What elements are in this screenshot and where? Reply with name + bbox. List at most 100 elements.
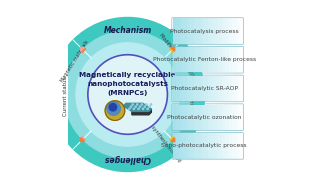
FancyBboxPatch shape bbox=[239, 133, 243, 159]
FancyBboxPatch shape bbox=[180, 133, 183, 159]
FancyBboxPatch shape bbox=[176, 76, 180, 101]
FancyBboxPatch shape bbox=[187, 76, 190, 101]
Circle shape bbox=[137, 104, 138, 105]
Text: Modification methods: Modification methods bbox=[158, 33, 196, 79]
FancyBboxPatch shape bbox=[211, 105, 215, 130]
FancyBboxPatch shape bbox=[236, 76, 240, 101]
FancyBboxPatch shape bbox=[176, 133, 180, 159]
FancyBboxPatch shape bbox=[215, 76, 218, 101]
FancyBboxPatch shape bbox=[204, 18, 208, 44]
Polygon shape bbox=[123, 103, 151, 112]
Polygon shape bbox=[171, 138, 175, 142]
FancyBboxPatch shape bbox=[229, 105, 233, 130]
Polygon shape bbox=[80, 47, 84, 51]
FancyBboxPatch shape bbox=[211, 133, 215, 159]
Circle shape bbox=[150, 104, 152, 105]
FancyBboxPatch shape bbox=[218, 18, 222, 44]
FancyBboxPatch shape bbox=[229, 18, 233, 44]
FancyBboxPatch shape bbox=[225, 76, 229, 101]
FancyBboxPatch shape bbox=[183, 47, 187, 72]
FancyBboxPatch shape bbox=[215, 47, 218, 72]
Text: Magnetic materials: Magnetic materials bbox=[59, 40, 89, 83]
FancyBboxPatch shape bbox=[229, 76, 233, 101]
FancyBboxPatch shape bbox=[215, 133, 218, 159]
Circle shape bbox=[76, 43, 179, 146]
Text: Photocatalytic Fenton-like process: Photocatalytic Fenton-like process bbox=[152, 57, 256, 62]
Circle shape bbox=[147, 108, 148, 110]
FancyBboxPatch shape bbox=[176, 105, 180, 130]
Text: Challenges: Challenges bbox=[104, 154, 151, 163]
FancyBboxPatch shape bbox=[190, 133, 194, 159]
FancyBboxPatch shape bbox=[172, 18, 176, 44]
Circle shape bbox=[132, 104, 133, 105]
FancyBboxPatch shape bbox=[187, 105, 190, 130]
FancyBboxPatch shape bbox=[236, 18, 240, 44]
FancyBboxPatch shape bbox=[208, 47, 212, 72]
FancyBboxPatch shape bbox=[172, 76, 176, 101]
FancyBboxPatch shape bbox=[180, 47, 183, 72]
FancyBboxPatch shape bbox=[197, 133, 201, 159]
FancyBboxPatch shape bbox=[176, 47, 180, 72]
Polygon shape bbox=[82, 49, 86, 53]
FancyBboxPatch shape bbox=[225, 18, 229, 44]
FancyBboxPatch shape bbox=[204, 105, 208, 130]
Circle shape bbox=[64, 31, 191, 158]
Circle shape bbox=[130, 106, 132, 107]
Circle shape bbox=[141, 104, 142, 105]
FancyBboxPatch shape bbox=[204, 47, 208, 72]
Text: synthesis method: synthesis method bbox=[151, 125, 182, 163]
Circle shape bbox=[138, 108, 139, 110]
Text: Mechanism: Mechanism bbox=[103, 26, 152, 35]
Circle shape bbox=[105, 101, 125, 120]
FancyBboxPatch shape bbox=[172, 133, 176, 159]
FancyBboxPatch shape bbox=[225, 105, 229, 130]
Circle shape bbox=[51, 17, 205, 172]
FancyBboxPatch shape bbox=[218, 133, 222, 159]
Text: Photocatalytic SR-AOP: Photocatalytic SR-AOP bbox=[171, 86, 238, 91]
Text: Application: Application bbox=[188, 81, 193, 112]
FancyBboxPatch shape bbox=[236, 105, 240, 130]
Circle shape bbox=[140, 106, 141, 107]
FancyBboxPatch shape bbox=[201, 76, 204, 101]
FancyBboxPatch shape bbox=[193, 18, 197, 44]
Polygon shape bbox=[170, 136, 173, 140]
FancyBboxPatch shape bbox=[222, 47, 225, 72]
FancyBboxPatch shape bbox=[211, 18, 215, 44]
FancyBboxPatch shape bbox=[218, 105, 222, 130]
FancyBboxPatch shape bbox=[222, 105, 225, 130]
FancyBboxPatch shape bbox=[232, 18, 236, 44]
FancyBboxPatch shape bbox=[187, 133, 190, 159]
Circle shape bbox=[88, 55, 167, 134]
FancyBboxPatch shape bbox=[211, 47, 215, 72]
FancyBboxPatch shape bbox=[232, 133, 236, 159]
FancyBboxPatch shape bbox=[222, 76, 225, 101]
Circle shape bbox=[109, 103, 117, 111]
FancyBboxPatch shape bbox=[172, 105, 176, 130]
FancyBboxPatch shape bbox=[232, 105, 236, 130]
Circle shape bbox=[107, 102, 120, 115]
FancyBboxPatch shape bbox=[183, 18, 187, 44]
FancyBboxPatch shape bbox=[183, 76, 187, 101]
FancyBboxPatch shape bbox=[201, 18, 204, 44]
Text: Current status: Current status bbox=[63, 77, 68, 116]
FancyBboxPatch shape bbox=[193, 76, 197, 101]
FancyBboxPatch shape bbox=[180, 76, 183, 101]
Circle shape bbox=[144, 106, 145, 107]
FancyBboxPatch shape bbox=[193, 133, 197, 159]
FancyBboxPatch shape bbox=[208, 133, 212, 159]
FancyBboxPatch shape bbox=[193, 105, 197, 130]
FancyBboxPatch shape bbox=[190, 18, 194, 44]
Polygon shape bbox=[80, 138, 84, 142]
FancyBboxPatch shape bbox=[201, 105, 204, 130]
FancyBboxPatch shape bbox=[204, 76, 208, 101]
FancyBboxPatch shape bbox=[239, 105, 243, 130]
FancyBboxPatch shape bbox=[201, 47, 204, 72]
FancyBboxPatch shape bbox=[222, 133, 225, 159]
FancyBboxPatch shape bbox=[187, 18, 190, 44]
Text: Photocatalytic ozonation: Photocatalytic ozonation bbox=[167, 115, 241, 120]
FancyBboxPatch shape bbox=[204, 133, 208, 159]
FancyBboxPatch shape bbox=[197, 47, 201, 72]
FancyBboxPatch shape bbox=[215, 18, 218, 44]
FancyBboxPatch shape bbox=[197, 18, 201, 44]
FancyBboxPatch shape bbox=[187, 47, 190, 72]
